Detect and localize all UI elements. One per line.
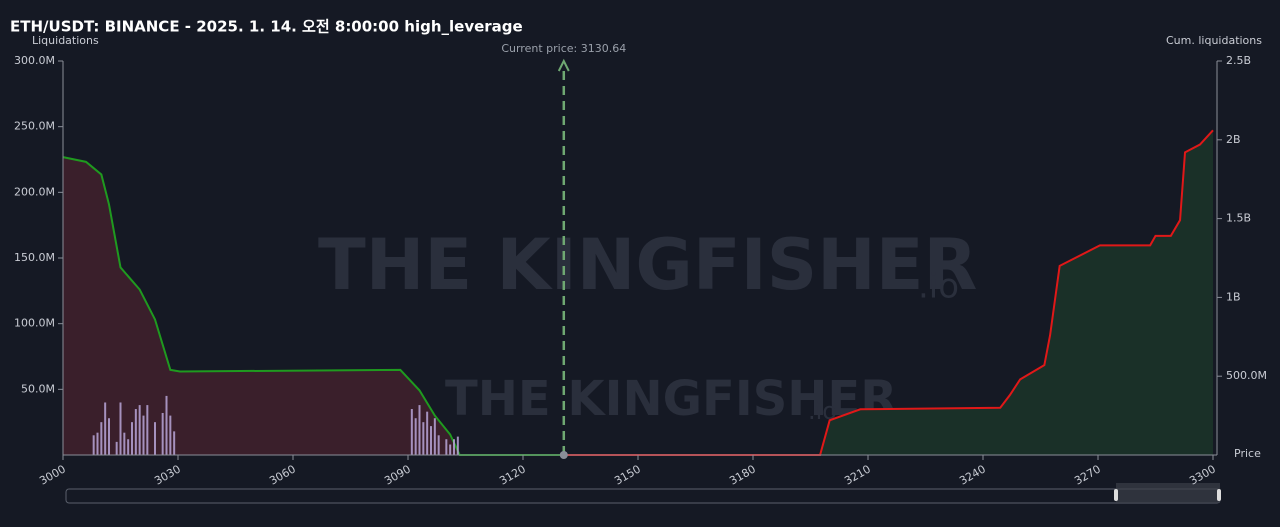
y-tick-label: 100.0M: [14, 317, 55, 330]
bar: [142, 415, 145, 455]
bar: [418, 405, 421, 455]
y-tick-label: 250.0M: [14, 120, 55, 133]
x-tick-label: 3150: [612, 462, 643, 487]
x-axis-label: Price: [1234, 447, 1261, 460]
bar: [445, 439, 448, 455]
bar: [92, 435, 95, 455]
plot: [62, 129, 1214, 456]
bar: [449, 444, 452, 455]
y2-tick-label: 500.0M: [1226, 369, 1267, 382]
bar: [123, 432, 126, 455]
y-tick-label: 50.0M: [21, 382, 55, 395]
scroll-track: [65, 488, 1221, 504]
bar: [161, 412, 164, 455]
bar: [127, 439, 130, 455]
scroll-handle[interactable]: [1114, 489, 1118, 501]
cumulative-line: [563, 129, 1214, 456]
current-price-arrow: [557, 58, 570, 72]
x-tick-label: 3090: [382, 462, 413, 487]
x-tick-label: 3000: [37, 462, 68, 487]
bar: [169, 415, 172, 455]
y2-tick-label: 2B: [1226, 133, 1241, 146]
bar: [154, 422, 156, 455]
bar: [131, 422, 133, 455]
scroll-handle[interactable]: [1217, 489, 1221, 501]
x-tick-label: 3060: [267, 462, 298, 487]
bar: [119, 402, 122, 455]
y2-tick-label: 1.5B: [1226, 212, 1251, 225]
current-price-label: Current price: 3130.64: [501, 42, 626, 55]
scrollbar[interactable]: [65, 483, 1221, 504]
bar: [138, 405, 141, 455]
bar: [456, 436, 459, 455]
cumulative-line: [62, 156, 564, 456]
chart-title: ETH/USDT: BINANCE - 2025. 1. 14. 오전 8:00…: [10, 18, 523, 36]
watermark-text: THE KINGFISHER: [318, 224, 977, 306]
bar: [96, 432, 99, 455]
bar: [410, 409, 413, 455]
x-tick-label: 3120: [497, 462, 528, 487]
y-tick-label: 150.0M: [14, 251, 55, 264]
x-tick-label: 3030: [152, 462, 183, 487]
x-tick-label: 3240: [957, 462, 988, 487]
watermark: THE KINGFISHER .io THE KINGFISHER .io: [318, 224, 977, 427]
area: [63, 157, 564, 456]
bar: [108, 418, 110, 455]
y2-tick-label: 1B: [1226, 290, 1241, 303]
bar: [165, 395, 168, 455]
y-tick-label: 200.0M: [14, 185, 55, 198]
area: [563, 130, 1213, 455]
bar: [430, 426, 432, 455]
bar: [426, 411, 429, 455]
bar: [437, 435, 440, 455]
scroll-thumb[interactable]: [1116, 483, 1220, 503]
bar: [414, 418, 417, 455]
bar: [146, 405, 149, 455]
current-price-dot: [559, 451, 568, 459]
y-axis-label: Liquidations: [32, 34, 99, 47]
x-tick-label: 3270: [1072, 462, 1103, 487]
watermark-text: THE KINGFISHER: [445, 371, 897, 427]
y2-tick-label: 2.5B: [1226, 54, 1251, 67]
bar: [173, 431, 176, 455]
y-tick-label: 300.0M: [14, 54, 55, 67]
bar: [433, 418, 436, 455]
x-tick-label: 3210: [842, 462, 873, 487]
x-tick-label: 3180: [727, 462, 758, 487]
watermark-suffix: .io: [918, 267, 959, 307]
bar: [422, 422, 425, 455]
bar: [453, 439, 455, 455]
bar: [100, 422, 103, 455]
bar: [104, 402, 107, 455]
bar: [115, 441, 118, 455]
bar: [134, 409, 137, 455]
y2-axis-label: Cum. liquidations: [1166, 34, 1262, 47]
